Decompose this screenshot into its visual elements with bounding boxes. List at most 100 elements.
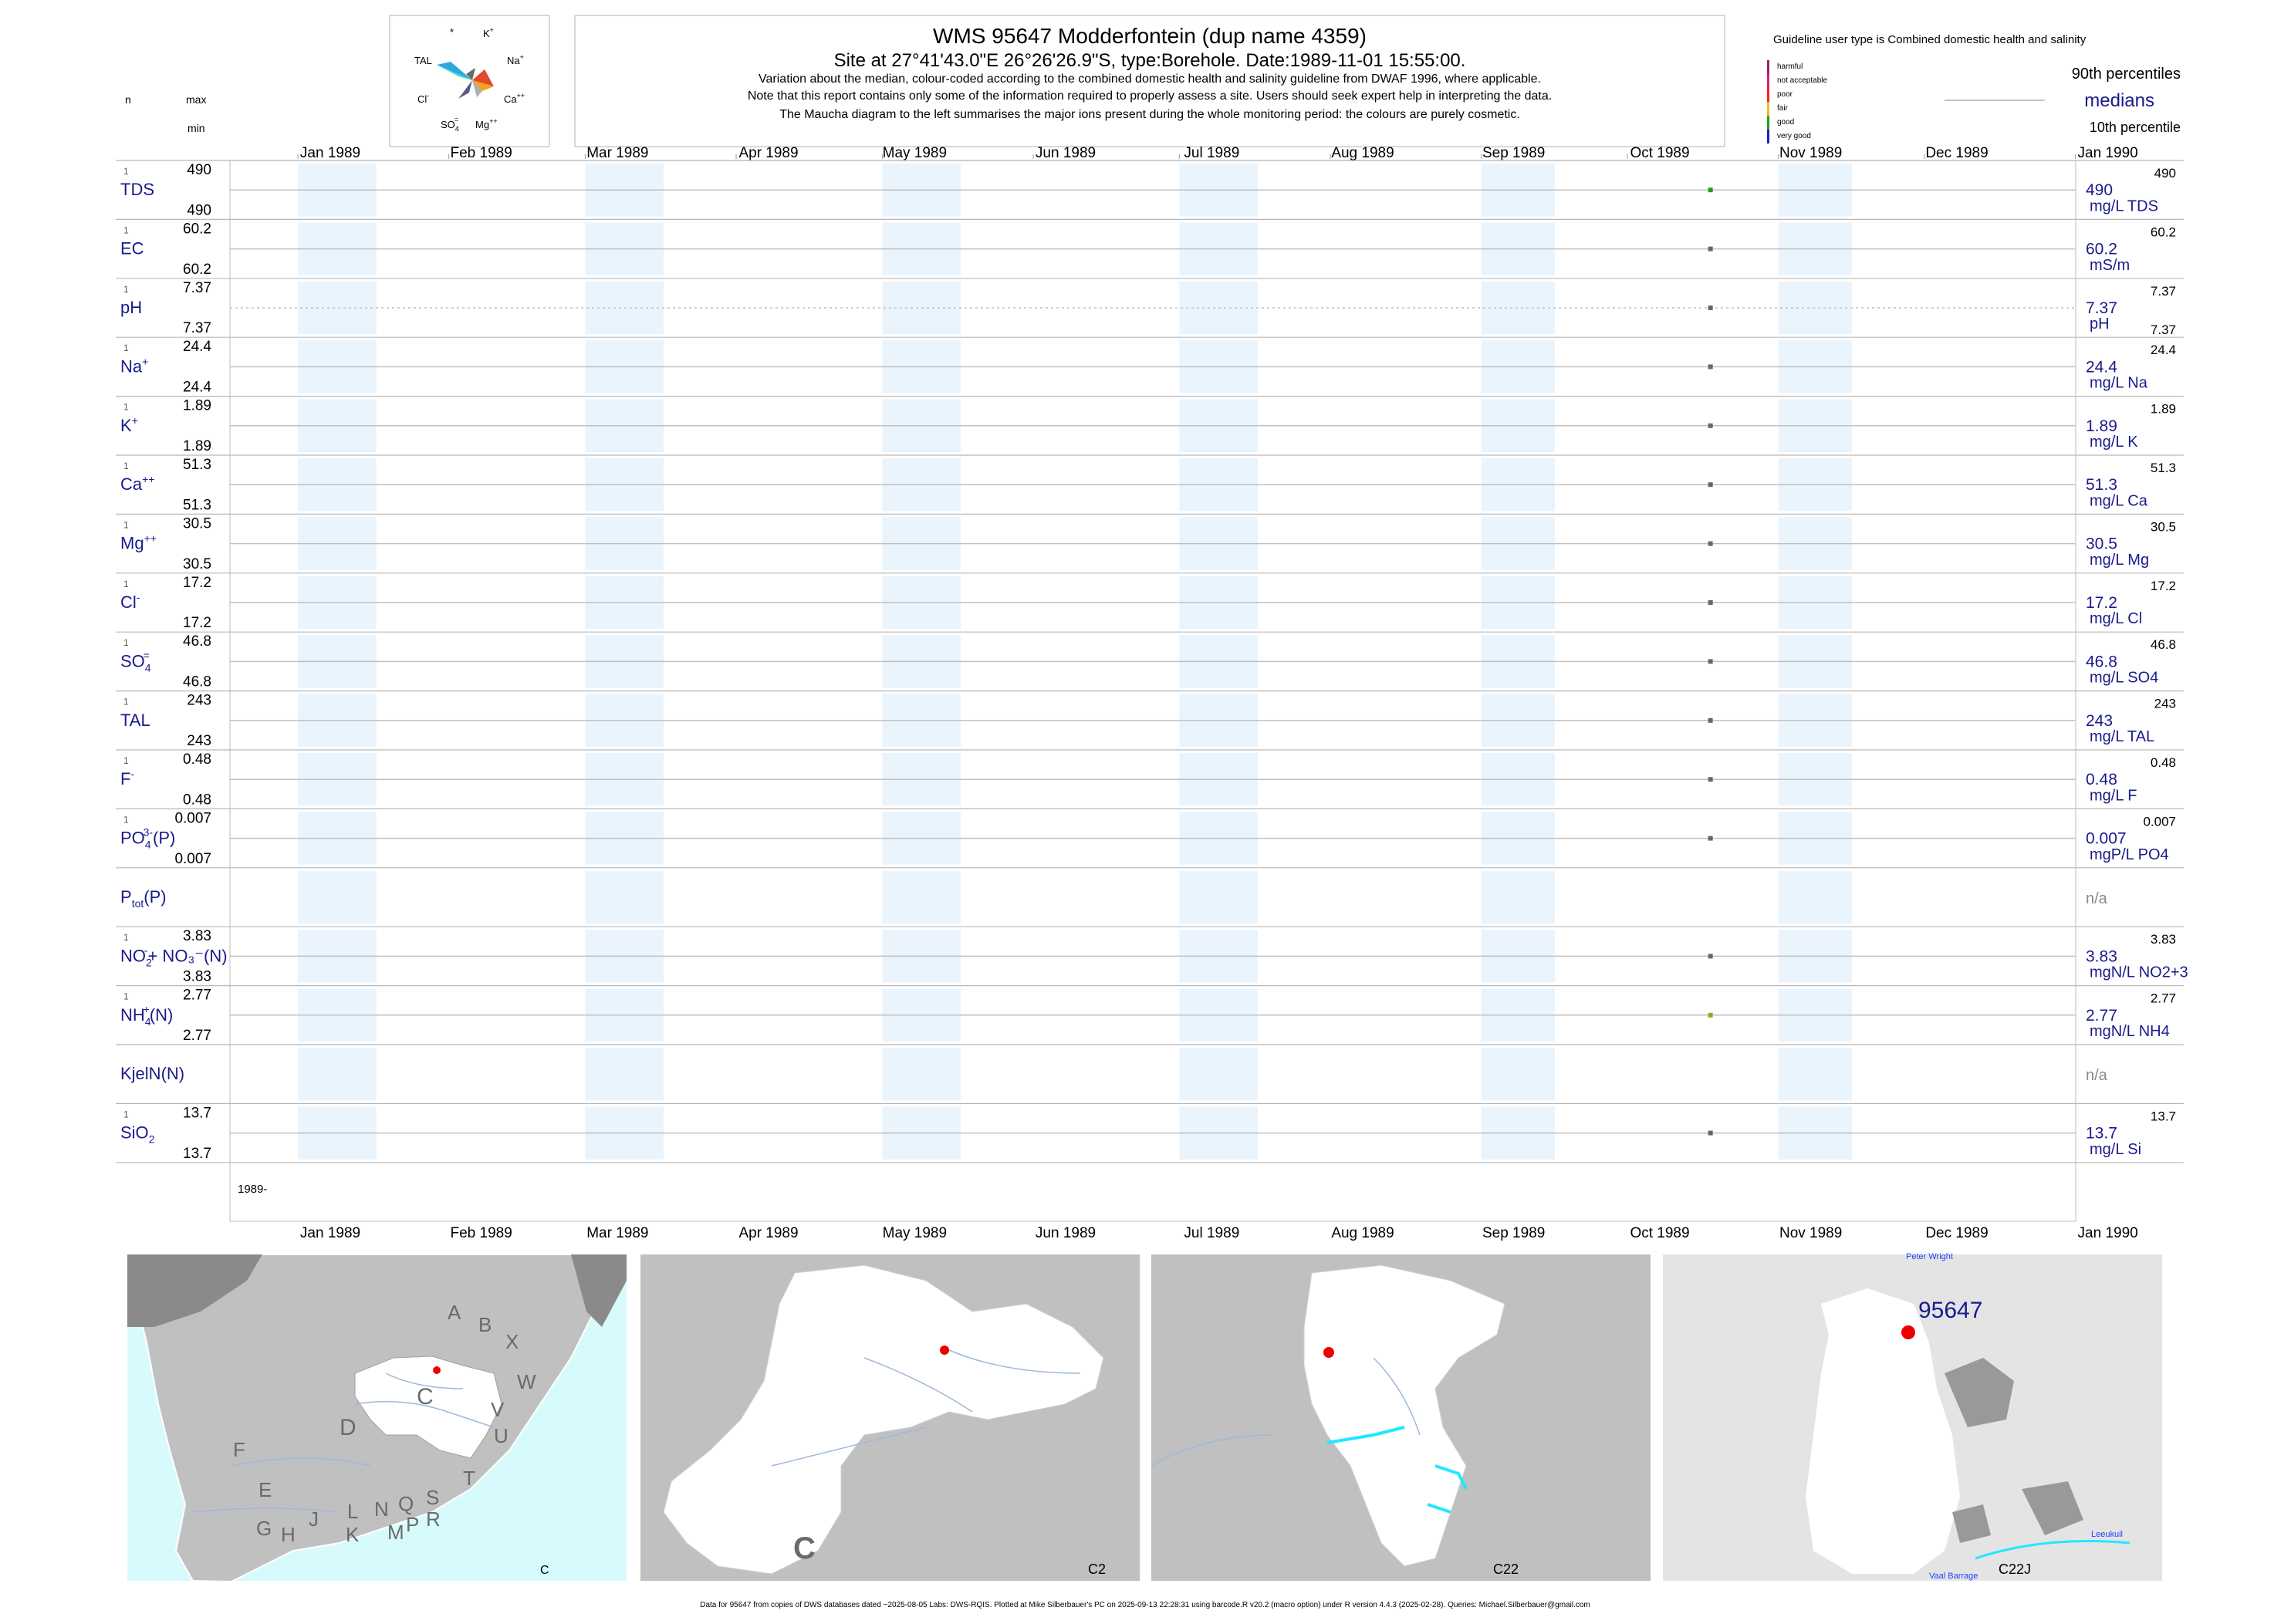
sample-point bbox=[1708, 364, 1713, 370]
row-median: 46.8 bbox=[2086, 653, 2117, 670]
row-variable-label: PO43-(P) bbox=[120, 826, 175, 851]
row-median: 243 bbox=[2086, 712, 2113, 730]
map-c22j: 95647 Peter Wright Leeukuil Vaal Barrage… bbox=[1663, 1252, 2162, 1581]
maucha-segment-6 bbox=[472, 80, 482, 97]
legend-color-2 bbox=[1767, 88, 1769, 102]
legend-classes: harmful not acceptable poor fair good very go… bbox=[1767, 60, 1827, 143]
row-median: 3.83 bbox=[2086, 947, 2117, 965]
month-tick-bottom: Jul 1989 bbox=[1184, 1225, 1239, 1241]
map-c-letter-n: N bbox=[374, 1497, 389, 1521]
row-unit: mg/L TDS bbox=[2090, 198, 2158, 214]
row-n: 1 bbox=[123, 402, 129, 413]
month-band bbox=[882, 1048, 961, 1101]
site-description: Site at 27°41'43.0"E 26°26'26.9"S, type:… bbox=[834, 50, 1466, 71]
row-n: 1 bbox=[123, 755, 129, 766]
header-note-3: The Maucha diagram to the left summarise… bbox=[779, 108, 1520, 121]
page-title: WMS 95647 Modderfontein (dup name 4359) bbox=[933, 24, 1367, 48]
sample-point bbox=[1708, 423, 1713, 428]
map-c-letter-a: A bbox=[448, 1301, 461, 1324]
maucha-segment-1 bbox=[437, 62, 472, 80]
row-median: 2.77 bbox=[2086, 1007, 2117, 1025]
row-variable-label: NH4+(N) bbox=[120, 1003, 173, 1028]
maucha-segment-7 bbox=[455, 80, 472, 86]
row-unit: mg/L F bbox=[2090, 787, 2137, 804]
legend-color-3 bbox=[1767, 102, 1769, 116]
month-band bbox=[1179, 870, 1259, 924]
row-median: 13.7 bbox=[2086, 1125, 2117, 1143]
row-n: 1 bbox=[123, 166, 129, 177]
row-variable-label: K+ bbox=[120, 414, 138, 435]
row-median: 60.2 bbox=[2086, 241, 2117, 258]
sample-point bbox=[1708, 541, 1713, 546]
month-band bbox=[1179, 1048, 1259, 1101]
map-c22j-urban bbox=[1945, 1358, 2083, 1543]
row-unit: mg/L Ca bbox=[2090, 492, 2148, 509]
legend-class-label: good bbox=[1777, 118, 1794, 127]
row-n: 1 bbox=[123, 519, 129, 530]
row-median: 0.007 bbox=[2086, 830, 2127, 848]
maucha-label-na: Na+ bbox=[507, 53, 524, 66]
row-p90: 0.48 bbox=[2151, 755, 2176, 770]
month-tick-bottom: Jan 1990 bbox=[2078, 1225, 2138, 1241]
legend-class-label: poor bbox=[1777, 90, 1793, 99]
max-header: max bbox=[186, 93, 206, 106]
month-tick-bottom: Nov 1989 bbox=[1779, 1225, 1842, 1241]
map-c-letter-q: Q bbox=[398, 1492, 414, 1515]
row-min: 7.37 bbox=[183, 320, 211, 336]
map-c-letter-t: T bbox=[463, 1467, 475, 1490]
sample-point bbox=[1708, 777, 1713, 782]
map-c-land bbox=[127, 1254, 595, 1583]
map-c22j-place-3: Vaal Barrage bbox=[1929, 1572, 1978, 1581]
row-p90: 7.37 bbox=[2151, 284, 2176, 299]
legend: Guideline user type is Combined domestic… bbox=[1767, 33, 2181, 143]
map-c-letter-w: W bbox=[517, 1370, 536, 1393]
row-unit: mg/L Mg bbox=[2090, 552, 2149, 569]
row-variable-label: Na+ bbox=[120, 355, 148, 376]
row-median: 51.3 bbox=[2086, 476, 2117, 494]
legend-p10: 10th percentile bbox=[2090, 120, 2181, 135]
map-c2-site-dot bbox=[940, 1345, 949, 1355]
map-c-letter-u: U bbox=[494, 1424, 509, 1447]
maucha-segment-8 bbox=[466, 68, 475, 80]
sample-point bbox=[1708, 600, 1713, 605]
map-c22j-label: C22J bbox=[1999, 1562, 2031, 1577]
month-tick-top: May 1989 bbox=[883, 145, 947, 161]
month-tick-top: Jan 1990 bbox=[2078, 145, 2138, 161]
map-c2-label: C2 bbox=[1088, 1562, 1106, 1577]
month-tick-top: Sep 1989 bbox=[1482, 145, 1545, 161]
sample-point bbox=[1708, 836, 1713, 841]
row-p90: 60.2 bbox=[2151, 225, 2176, 239]
row-max: 13.7 bbox=[183, 1105, 211, 1121]
month-tick-bottom: May 1989 bbox=[883, 1225, 947, 1241]
maucha-label-ca: Ca++ bbox=[504, 92, 525, 105]
row-n: 1 bbox=[123, 697, 129, 707]
row-p90: 243 bbox=[2154, 697, 2176, 711]
month-band bbox=[298, 870, 377, 924]
month-tick-top: Jun 1989 bbox=[1036, 145, 1096, 161]
map-c-letter-f: F bbox=[233, 1438, 245, 1461]
row-n: 1 bbox=[123, 991, 129, 1002]
map-c-letter-d: D bbox=[340, 1415, 356, 1440]
maucha-segment-3 bbox=[472, 69, 494, 86]
month-tick-bottom: Oct 1989 bbox=[1630, 1225, 1689, 1241]
month-band bbox=[1778, 1048, 1852, 1101]
map-c-letter-s: S bbox=[426, 1486, 439, 1509]
sample-point bbox=[1708, 306, 1713, 310]
row-unit: mgN/L NH4 bbox=[2090, 1023, 2170, 1040]
row-median: 1.89 bbox=[2086, 417, 2117, 435]
month-tick-bottom: Apr 1989 bbox=[738, 1225, 798, 1241]
row-min: 30.5 bbox=[183, 556, 211, 572]
map-c-letter-j: J bbox=[309, 1508, 319, 1531]
row-max: 30.5 bbox=[183, 515, 211, 532]
map-c-letter-l: L bbox=[347, 1500, 358, 1523]
map-c22j-place-1: Peter Wright bbox=[1906, 1252, 1953, 1261]
row-max: 51.3 bbox=[183, 457, 211, 473]
sample-point bbox=[1708, 482, 1713, 488]
row-p90: 24.4 bbox=[2151, 343, 2176, 357]
row-variable-label: TDS bbox=[120, 180, 154, 199]
row-variable-label: Mg++ bbox=[120, 532, 157, 553]
map-c-letter-h: H bbox=[281, 1523, 296, 1546]
maucha-diagram: * K+ TAL Na+ Cl- Ca++ SO4= Mg++ bbox=[414, 26, 525, 133]
row-variable-label: SiO2 bbox=[120, 1123, 155, 1146]
